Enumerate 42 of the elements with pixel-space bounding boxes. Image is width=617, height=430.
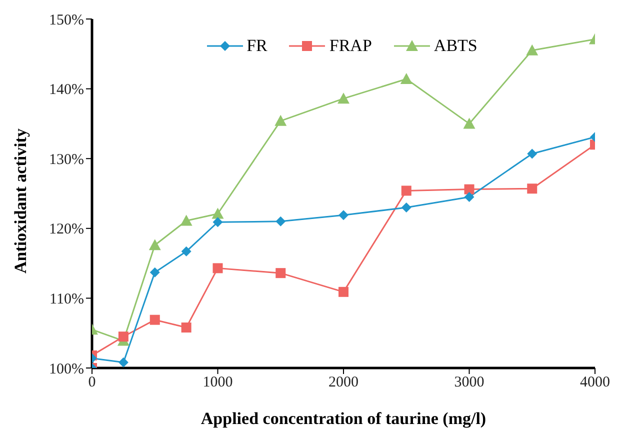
point [212,208,224,219]
point [401,186,412,196]
x-tick-label: 2000 [328,374,358,391]
point [401,202,412,212]
point [118,332,128,342]
point [338,286,348,297]
point [180,214,192,226]
point [212,217,223,228]
legend-label: FRAP [329,36,372,56]
point [181,246,192,256]
x-tick-label: 1000 [202,374,233,391]
legend-label: FR [246,36,268,56]
point [527,148,538,159]
x-tick-label: 4000 [580,374,610,391]
point [118,357,128,368]
y-tick-label: 130% [49,152,84,168]
point [463,118,476,129]
y-tick-label: 120% [49,222,84,238]
point [400,73,412,84]
point [464,184,474,194]
point [274,114,287,126]
point [338,92,350,104]
y-tick-label: 100% [49,361,84,378]
legend-label: ABTS [434,36,478,56]
x-axis-title: Applied concentration of taurine (mg/l) [200,409,486,428]
y-tick-label: 140% [49,82,84,98]
point [276,216,286,226]
point [148,239,161,250]
y-tick-label: 110% [50,292,84,308]
point [527,184,538,194]
point [338,210,348,220]
point [181,322,192,333]
point [464,192,474,202]
x-tick-label: 0 [88,374,96,391]
point [276,268,286,278]
point [150,267,160,278]
y-tick-label: 150% [49,12,84,28]
x-tick-label: 3000 [454,374,484,391]
y-axis-title: Antioxidant activity [11,128,30,274]
point [526,44,538,56]
point [212,263,223,274]
point [150,314,160,325]
